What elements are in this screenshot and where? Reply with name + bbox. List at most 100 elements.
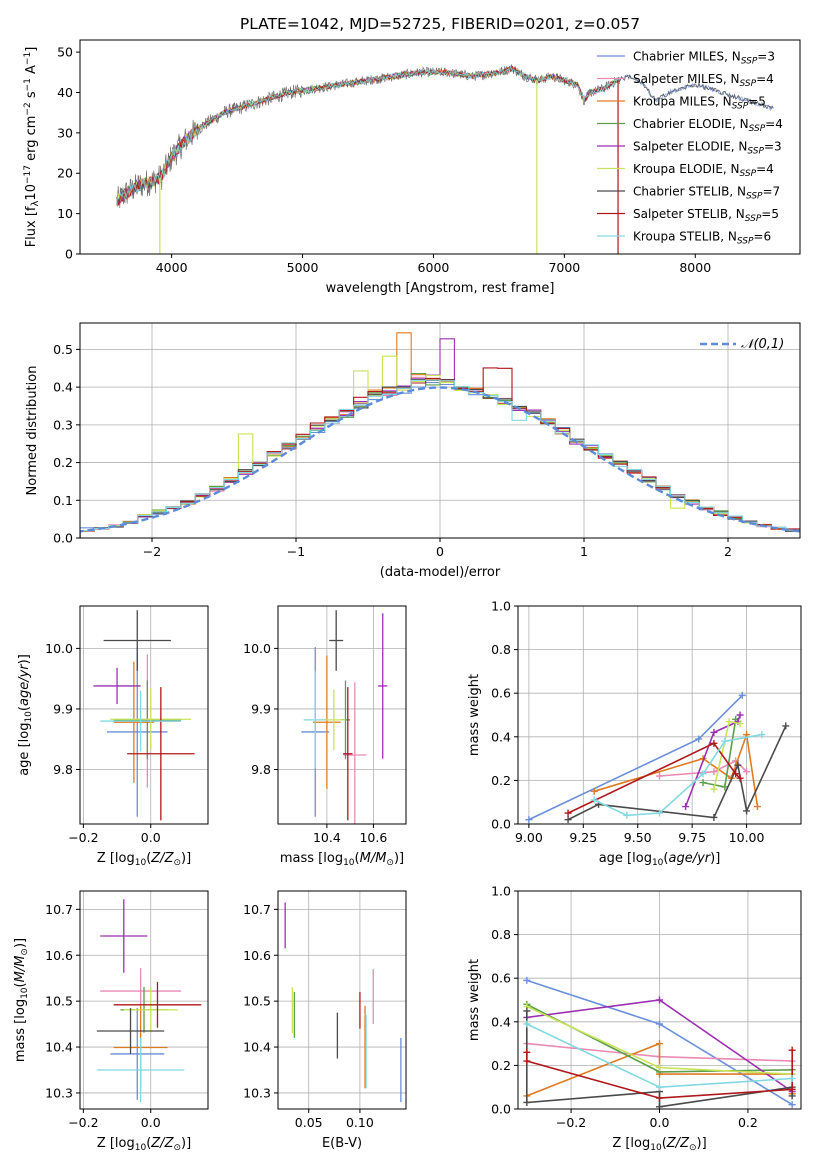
- x-tick-label: 9.75: [678, 830, 706, 845]
- weight-marker: [656, 1083, 663, 1091]
- x-axis-label: age [log10(age/yr)]: [599, 851, 721, 868]
- x-tick-label: 6000: [418, 260, 450, 275]
- x-tick-label: 9.50: [624, 830, 652, 845]
- weight-marker: [699, 770, 707, 778]
- axes-frame: [79, 605, 209, 825]
- errorbar-point-salpeter-elodie: [378, 613, 388, 759]
- weight-marker: [738, 691, 746, 699]
- y-tick-label: 0.4: [491, 729, 511, 744]
- y-tick-label: 0.6: [491, 686, 511, 701]
- legend-entry: Salpeter MILES, NSSP=4: [633, 72, 774, 89]
- x-tick-label: 9.00: [515, 830, 543, 845]
- weight-series-kroupa-stelib: [590, 731, 766, 819]
- x-tick-label: −0.2: [556, 1115, 586, 1130]
- normal-reference-curve: [80, 386, 800, 533]
- y-tick-label: 10: [57, 206, 73, 221]
- axes-frame: [517, 605, 802, 825]
- weight-marker: [656, 1103, 663, 1109]
- y-tick-label: 10.3: [243, 1085, 271, 1100]
- weight-marker: [743, 807, 751, 815]
- y-tick-label: 1.0: [491, 599, 511, 614]
- weight-marker: [734, 761, 742, 769]
- x-tick-label: 10.4: [313, 830, 341, 845]
- errorbar-point-salpeter-stelib: [343, 687, 353, 821]
- y-tick-label: 9.9: [251, 701, 271, 716]
- weight-marker: [656, 1064, 663, 1072]
- figure-title: PLATE=1042, MJD=52725, FIBERID=0201, z=0…: [240, 15, 640, 33]
- y-tick-label: 10.5: [45, 994, 73, 1009]
- y-tick-label: 0.0: [491, 817, 511, 832]
- mass-vs-ebv-plot: 0.05 0.10 10.3 10.4 10.5 10.6 10.7 E(B-V): [243, 890, 407, 1151]
- y-tick-label: 0.0: [491, 1102, 511, 1117]
- weight-series-chabrier-miles: [523, 976, 796, 1109]
- x-tick-label: 2: [724, 544, 732, 559]
- y-tick-label: 0.0: [53, 531, 73, 546]
- x-tick-label: 0.0: [650, 1115, 670, 1130]
- weight-marker: [656, 1094, 663, 1102]
- x-tick-label: 9.25: [569, 830, 597, 845]
- legend-entry: Salpeter ELODIE, NSSP=3: [633, 140, 782, 157]
- y-tick-label: 0.2: [491, 1058, 511, 1073]
- y-tick-label: 40: [57, 85, 73, 100]
- x-tick-label: 0: [436, 544, 444, 559]
- histogram-kroupa-stelib: [80, 379, 800, 538]
- weight-marker: [736, 774, 744, 782]
- weight-marker: [682, 803, 690, 811]
- legend-entry: Salpeter STELIB, NSSP=5: [633, 207, 779, 224]
- weight-marker: [590, 796, 598, 804]
- x-tick-label: 7000: [548, 260, 580, 275]
- x-tick-label: 10.6: [359, 830, 387, 845]
- errorbar-point-chabrier-stelib: [103, 610, 171, 671]
- x-axis-label: Z [log10(Z/Z⊙)]: [97, 851, 191, 868]
- weight-marker: [564, 816, 572, 824]
- x-tick-label: 8000: [679, 260, 711, 275]
- y-tick-label: 10.7: [243, 902, 271, 917]
- weight-vs-age-plot: 9.00 9.25 9.50 9.75 10.00 0.0 0.2 0.4 0.6 0.8 1.0 m…: [467, 599, 802, 868]
- axes-frame: [277, 605, 407, 825]
- weight-marker: [788, 1046, 796, 1054]
- x-axis-label: Z [log10(Z/Z⊙)]: [612, 1136, 706, 1153]
- x-axis-label: Z [log10(Z/Z⊙)]: [97, 1136, 191, 1153]
- y-tick-label: 9.8: [53, 762, 73, 777]
- x-tick-label: −0.2: [68, 830, 98, 845]
- weight-marker: [710, 728, 718, 736]
- legend-entry: Chabrier STELIB, NSSP=7: [633, 185, 780, 202]
- plot-area: [96, 899, 202, 1103]
- x-tick-label: 0.2: [738, 1115, 758, 1130]
- errorbar-point-chabrier-miles: [106, 647, 168, 817]
- weight-marker: [523, 1098, 531, 1106]
- legend-entry: 𝒩(0,1): [741, 337, 784, 352]
- plot-area: [116, 64, 774, 254]
- mass-vs-metallicity-plot: −0.2 0.0 10.3 10.4 10.5 10.6 10.7 Z [log10(Z/Z⊙…: [13, 890, 209, 1153]
- plot-area: [93, 610, 195, 821]
- weight-marker: [523, 976, 531, 984]
- y-tick-label: 0.4: [491, 1014, 511, 1029]
- y-axis-label: mass [log10(M/M⊙)]: [13, 938, 30, 1062]
- weight-series-chabrier-miles: [525, 691, 746, 824]
- legend-entry: Kroupa STELIB, NSSP=6: [633, 230, 771, 247]
- weight-marker: [590, 787, 598, 795]
- y-axis-label: Flux [fλ10−17 erg cm−2 s−1 A−1]: [23, 47, 41, 248]
- plot-area: [284, 902, 402, 1103]
- errorbar-point-chabrier-miles: [110, 1008, 165, 1100]
- weight-marker: [782, 722, 790, 730]
- weight-marker: [523, 1048, 531, 1056]
- axes-frame: [277, 890, 407, 1110]
- y-tick-label: 0.6: [491, 971, 511, 986]
- weight-marker: [564, 809, 572, 817]
- legend-entry: Kroupa MILES, NSSP=5: [633, 95, 766, 112]
- y-tick-label: 9.8: [251, 762, 271, 777]
- weight-marker: [736, 711, 744, 719]
- y-tick-label: 50: [57, 45, 73, 60]
- errorbar-point-salpeter-stelib: [113, 981, 202, 1028]
- x-axis-label: (data-model)/error: [380, 565, 501, 580]
- age-vs-mass-plot: 10.4 10.6 9.8 9.9 10.0 mass [log10(M/M⊙)]: [243, 605, 407, 868]
- spectrum-plot: 4000 5000 6000 7000 8000 0 10 20 30 40 50 wavelengt…: [23, 39, 801, 296]
- y-axis-label: mass weight: [467, 674, 482, 756]
- legend-entry: Chabrier MILES, NSSP=3: [633, 50, 775, 67]
- errorbar-point-kroupa-miles: [312, 655, 341, 789]
- y-tick-label: 1.0: [491, 884, 511, 899]
- weight-marker: [788, 1101, 796, 1109]
- weight-marker: [710, 785, 718, 793]
